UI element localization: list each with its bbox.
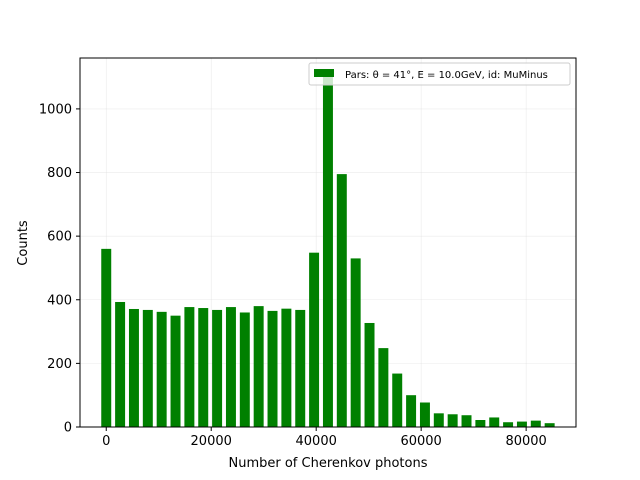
bar [530, 420, 541, 427]
bar [156, 311, 167, 427]
bar [336, 174, 347, 427]
bar [184, 307, 195, 427]
legend-box [308, 62, 571, 86]
legend: Pars: θ = 41°, E = 10.0GeV, id: MuMinus [308, 62, 571, 86]
bar [544, 423, 555, 427]
bars [101, 73, 555, 427]
bar [239, 312, 250, 427]
bar [392, 373, 403, 427]
bar [128, 308, 139, 427]
bar [406, 395, 417, 427]
bar [225, 307, 236, 427]
bar [503, 422, 514, 427]
x-axis-label: Number of Cherenkov photons [229, 456, 428, 471]
bar [322, 73, 333, 427]
bar [433, 413, 444, 427]
y-tick-label: 200 [47, 357, 72, 372]
bar [115, 301, 126, 427]
bar [364, 322, 375, 427]
bar [142, 309, 153, 427]
bar [101, 248, 112, 427]
legend-entry: Pars: θ = 41°, E = 10.0GeV, id: MuMinus [345, 70, 548, 81]
bar [447, 414, 458, 427]
bar [489, 417, 500, 427]
bar [198, 308, 209, 427]
bar [378, 348, 389, 427]
x-tick-label: 40000 [296, 434, 337, 449]
bar [475, 420, 486, 427]
bar [281, 308, 292, 427]
y-axis-label: Counts [16, 220, 31, 266]
y-tick-label: 800 [47, 166, 72, 181]
x-tick-label: 0 [102, 434, 110, 449]
x-tick-label: 20000 [191, 434, 232, 449]
x-tick-label: 60000 [400, 434, 441, 449]
bar [253, 306, 264, 427]
plot-frame [79, 57, 577, 428]
y-tick-label: 1000 [39, 102, 72, 117]
y-tick-label: 0 [64, 421, 72, 436]
bar [170, 315, 181, 427]
bar [516, 421, 527, 427]
bar [350, 258, 361, 427]
bar [309, 252, 320, 427]
y-tick-label: 400 [47, 293, 72, 308]
bar [295, 309, 306, 427]
bar [267, 310, 278, 427]
x-tick-label: 80000 [505, 434, 546, 449]
y-axis: 0 200 400 600 800 1000 [39, 102, 80, 436]
legend-swatch [314, 69, 334, 77]
y-tick-label: 600 [47, 230, 72, 245]
x-axis: 0 20000 40000 60000 80000 [102, 427, 547, 449]
bar [419, 402, 430, 427]
bar [461, 415, 472, 427]
bar [212, 309, 223, 427]
